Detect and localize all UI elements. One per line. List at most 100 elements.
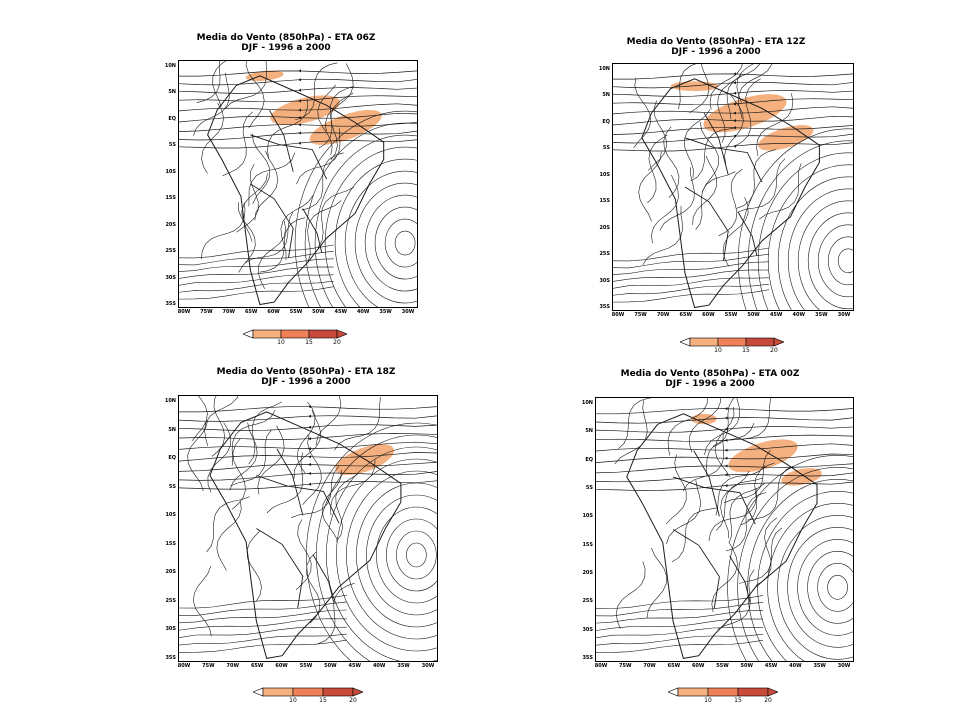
latitude-tick-label: 10S <box>582 513 593 520</box>
gyre-streamline <box>354 182 417 304</box>
streamline <box>297 401 316 474</box>
longitude-tick-label: 80W <box>594 663 608 669</box>
streamline <box>613 133 853 144</box>
longitude-tick-label: 50W <box>740 663 754 669</box>
longitude-tick-label: 70W <box>226 663 240 669</box>
latitude-tick-label: 5S <box>168 483 176 490</box>
streamline <box>718 168 743 237</box>
streamline <box>647 134 668 204</box>
streamline <box>266 452 304 514</box>
streamline <box>230 429 273 487</box>
longitude-tick-label: 75W <box>619 663 632 669</box>
streamline <box>678 64 697 110</box>
longitude-tick-label: 80W <box>177 663 191 669</box>
longitude-tick-label: 65W <box>667 663 681 669</box>
streamline <box>179 258 334 272</box>
streamline-arrow <box>298 108 301 112</box>
streamline <box>613 115 853 126</box>
longitude-tick-label: 35W <box>379 309 392 315</box>
panel-title-line2: DJF - 1996 a 2000 <box>241 43 331 53</box>
country-border <box>256 528 304 609</box>
streamline <box>295 519 312 591</box>
gyre-streamline <box>727 455 853 661</box>
streamline <box>179 594 347 609</box>
gyre-streamline <box>386 518 437 592</box>
gyre-streamline <box>344 170 417 307</box>
colorbar-segment <box>737 687 769 697</box>
gyre-streamline <box>807 212 853 310</box>
streamline <box>201 202 246 260</box>
streamline <box>642 205 683 266</box>
gyre-streamline <box>334 158 417 307</box>
colorbar-tick-label: 10 <box>704 697 712 704</box>
streamline-canvas <box>179 396 437 661</box>
streamline <box>596 434 853 442</box>
streamline-arrow <box>724 464 728 468</box>
latitude-tick-label: 5S <box>585 485 593 491</box>
streamline <box>193 73 230 136</box>
panel-title-line2: DJF - 1996 a 2000 <box>665 379 755 389</box>
streamline-arrow <box>308 414 311 418</box>
gyre-streamline <box>757 491 853 661</box>
gyre-streamline <box>306 422 437 661</box>
longitude-tick-label: 40W <box>356 309 370 315</box>
colorbar-tick-label: 10 <box>277 339 285 346</box>
streamline <box>252 133 271 204</box>
streamline <box>302 434 322 505</box>
streamline <box>179 95 417 103</box>
colorbar-tick-label: 15 <box>305 339 313 346</box>
streamline <box>241 173 268 242</box>
streamline <box>700 121 719 193</box>
streamline <box>254 150 279 221</box>
panel-title-line1: Media do Vento (850hPa) - ETA 00Z <box>620 369 800 379</box>
coastline <box>209 411 402 659</box>
gyre-streamline <box>406 542 427 568</box>
country-border <box>672 529 720 609</box>
streamline <box>671 507 718 563</box>
streamline-arrow <box>298 141 301 145</box>
country-border <box>276 448 304 516</box>
gyre-streamline <box>787 527 853 648</box>
longitude-tick-label: 50W <box>324 663 337 669</box>
panel-title-line1: Media do Vento (850hPa) - ETA 06Z <box>196 33 376 43</box>
streamline <box>179 415 437 422</box>
longitude-tick-label: 60W <box>702 312 715 318</box>
longitude-tick-label: 30W <box>837 663 851 669</box>
streamline <box>187 421 208 492</box>
country-border <box>729 555 751 604</box>
colorbar-tick-label: 10 <box>289 697 297 704</box>
longitude-tick-label: 45W <box>769 312 783 318</box>
streamline <box>711 542 738 612</box>
streamline <box>663 126 680 198</box>
streamline <box>613 261 770 275</box>
wind-speed-shading <box>728 439 798 473</box>
latitude-tick-label: EQ <box>585 456 593 463</box>
longitude-tick-label: 60W <box>691 663 705 669</box>
streamline <box>596 595 764 609</box>
streamline <box>738 527 783 584</box>
colorbar-segment <box>689 337 719 347</box>
streamline <box>179 78 417 86</box>
streamline <box>596 408 853 415</box>
gyre-streamline <box>316 434 437 661</box>
streamline <box>307 200 342 263</box>
longitude-tick-label: 50W <box>312 309 325 315</box>
streamline <box>258 220 287 290</box>
colorbar-segment <box>677 687 709 697</box>
streamline-arrow <box>308 471 311 475</box>
streamline <box>613 81 853 89</box>
country-border <box>672 476 756 525</box>
streamline <box>179 244 334 259</box>
streamline <box>224 61 267 110</box>
streamline-arrow <box>298 99 301 103</box>
streamline-arrow <box>733 91 736 95</box>
streamline <box>613 277 770 289</box>
longitude-tick-label: 40W <box>792 312 806 318</box>
streamline <box>747 465 794 521</box>
country-border <box>256 475 340 524</box>
streamline <box>179 471 437 481</box>
country-border <box>703 112 729 175</box>
longitude-tick-label: 75W <box>634 312 647 318</box>
streamline <box>596 463 853 474</box>
streamline <box>715 477 763 531</box>
